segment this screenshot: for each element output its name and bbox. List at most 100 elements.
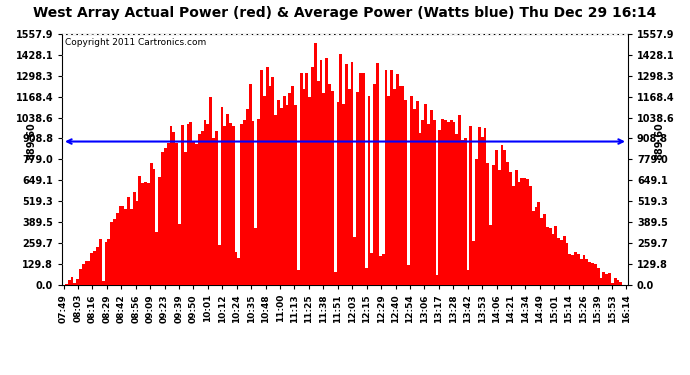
- Bar: [108, 239, 110, 285]
- Bar: [127, 197, 130, 285]
- Bar: [93, 251, 96, 285]
- Bar: [402, 86, 404, 285]
- Bar: [461, 140, 464, 285]
- Bar: [266, 67, 268, 285]
- Bar: [226, 114, 229, 285]
- Bar: [164, 148, 167, 285]
- Bar: [271, 77, 274, 285]
- Bar: [373, 84, 376, 285]
- Bar: [337, 102, 339, 285]
- Bar: [464, 138, 466, 285]
- Bar: [286, 105, 288, 285]
- Bar: [433, 120, 435, 285]
- Bar: [368, 96, 371, 285]
- Bar: [334, 272, 337, 285]
- Bar: [450, 120, 453, 285]
- Bar: [85, 261, 88, 285]
- Bar: [382, 254, 384, 285]
- Text: 889.60: 889.60: [654, 123, 664, 160]
- Bar: [68, 279, 70, 285]
- Bar: [299, 73, 302, 285]
- Bar: [116, 213, 119, 285]
- Bar: [82, 264, 85, 285]
- Bar: [158, 177, 161, 285]
- Bar: [268, 86, 271, 285]
- Bar: [577, 254, 580, 285]
- Bar: [391, 70, 393, 285]
- Bar: [379, 256, 382, 285]
- Bar: [387, 96, 391, 285]
- Bar: [325, 58, 328, 285]
- Bar: [506, 162, 509, 285]
- Bar: [237, 258, 240, 285]
- Bar: [419, 133, 422, 285]
- Bar: [484, 128, 486, 285]
- Text: Copyright 2011 Cartronics.com: Copyright 2011 Cartronics.com: [65, 38, 206, 46]
- Bar: [500, 145, 504, 285]
- Bar: [441, 119, 444, 285]
- Bar: [472, 241, 475, 285]
- Bar: [195, 144, 198, 285]
- Bar: [475, 159, 478, 285]
- Bar: [345, 64, 348, 285]
- Bar: [478, 127, 481, 285]
- Bar: [529, 186, 532, 285]
- Bar: [155, 232, 158, 285]
- Bar: [410, 96, 413, 285]
- Bar: [540, 218, 543, 285]
- Bar: [319, 60, 322, 285]
- Bar: [466, 270, 469, 285]
- Bar: [70, 277, 73, 285]
- Bar: [314, 44, 317, 285]
- Text: West Array Actual Power (red) & Average Power (Watts blue) Thu Dec 29 16:14: West Array Actual Power (red) & Average …: [33, 6, 657, 20]
- Bar: [415, 101, 419, 285]
- Bar: [240, 124, 243, 285]
- Bar: [424, 104, 427, 285]
- Bar: [518, 182, 520, 285]
- Bar: [206, 124, 209, 285]
- Bar: [224, 126, 226, 285]
- Bar: [193, 141, 195, 285]
- Bar: [178, 224, 181, 285]
- Bar: [189, 122, 193, 285]
- Bar: [184, 152, 186, 285]
- Bar: [186, 124, 189, 285]
- Bar: [246, 110, 249, 285]
- Bar: [232, 126, 235, 285]
- Bar: [591, 263, 594, 285]
- Bar: [283, 96, 286, 285]
- Bar: [172, 132, 175, 285]
- Bar: [339, 54, 342, 285]
- Bar: [141, 183, 144, 285]
- Bar: [396, 74, 399, 285]
- Bar: [331, 92, 334, 285]
- Bar: [413, 109, 415, 285]
- Bar: [167, 143, 170, 285]
- Bar: [554, 225, 557, 285]
- Bar: [351, 62, 353, 285]
- Bar: [365, 268, 368, 285]
- Bar: [124, 209, 127, 285]
- Bar: [399, 86, 402, 285]
- Bar: [73, 283, 76, 285]
- Bar: [549, 228, 551, 285]
- Bar: [113, 219, 116, 285]
- Bar: [209, 97, 212, 285]
- Bar: [600, 278, 602, 285]
- Bar: [130, 209, 132, 285]
- Bar: [569, 254, 571, 285]
- Bar: [447, 122, 450, 285]
- Bar: [90, 253, 93, 285]
- Bar: [551, 234, 554, 285]
- Bar: [393, 89, 396, 285]
- Bar: [96, 247, 99, 285]
- Bar: [611, 283, 613, 285]
- Bar: [243, 120, 246, 285]
- Bar: [458, 115, 461, 285]
- Bar: [136, 201, 139, 285]
- Bar: [560, 240, 563, 285]
- Bar: [308, 97, 311, 285]
- Bar: [249, 84, 252, 285]
- Bar: [594, 264, 597, 285]
- Bar: [147, 183, 150, 285]
